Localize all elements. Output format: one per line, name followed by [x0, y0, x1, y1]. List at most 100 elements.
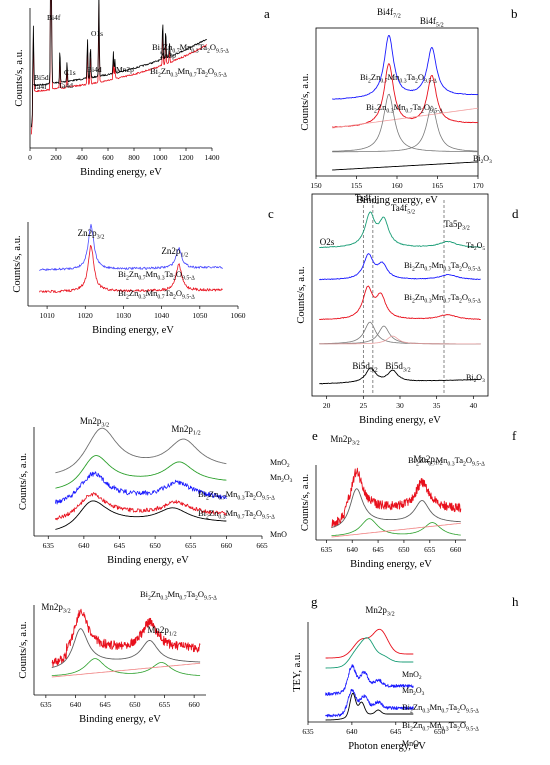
- x-axis-label: Binding energy, eV: [80, 167, 162, 178]
- x-tick-label: 665: [256, 541, 268, 550]
- panel-letter: e: [312, 428, 318, 443]
- series-label: Bi2Zn0.7Mn0.3Ta2O9.5-Δ: [360, 72, 437, 84]
- peak-label: Ta4f7/2: [355, 193, 379, 206]
- peak-label: Ta4f5/2: [391, 203, 415, 216]
- y-axis-label: Counts/s, a.u.: [300, 474, 311, 531]
- series-line-blue: [39, 223, 223, 272]
- peak-label: O1s: [91, 29, 103, 38]
- series-line-black: [332, 161, 479, 171]
- y-axis-label: Counts/s, a.u.: [296, 266, 307, 323]
- series-line-blue: [319, 253, 481, 281]
- fit-component: [319, 325, 481, 345]
- panel-letter: b: [511, 6, 518, 21]
- x-tick-label: 645: [100, 700, 112, 709]
- series-line-green: [55, 455, 227, 489]
- series-label: Bi2Zn0.7Mn0.3Ta2O9.5-Δ: [198, 489, 275, 501]
- x-tick-label: 20: [323, 401, 331, 410]
- x-tick-label: 35: [433, 401, 441, 410]
- x-tick-label: 650: [129, 700, 141, 709]
- peak-label: Ta5p3/2: [444, 219, 470, 232]
- series-label: Mn2O3: [402, 686, 425, 697]
- panel-letter: h: [512, 594, 519, 609]
- x-tick-label: 635: [43, 541, 55, 550]
- peak-label: Bi4f7/2: [377, 7, 401, 20]
- series-line-red: [319, 285, 481, 321]
- x-tick-label: 660: [450, 545, 462, 554]
- peak-label: Zn2p3/2: [78, 228, 105, 241]
- series-label: Bi2Zn0.3Mn0.7Ta2O9.5-Δ: [150, 66, 227, 78]
- panel-letter: d: [512, 206, 519, 221]
- x-tick-label: 200: [50, 153, 62, 162]
- peak-label: Mn2p1/2: [147, 625, 176, 638]
- peak-label: Bi5d5/2: [352, 361, 377, 374]
- peak-label: C1s: [64, 68, 76, 77]
- y-axis-label: Counts/s, a.u.: [12, 235, 23, 292]
- x-tick-label: 150: [310, 181, 322, 190]
- peak-label: O2s: [320, 237, 335, 247]
- x-tick-label: 1010: [40, 311, 55, 320]
- peak-label: Mn2p1/2: [413, 454, 442, 467]
- series-line-red: [331, 467, 462, 529]
- peak-label: Mn2p: [116, 65, 134, 74]
- fit-component: [332, 105, 478, 153]
- peak-label: Bi4f: [47, 13, 61, 22]
- background-line: [51, 662, 201, 678]
- x-tick-label: 650: [398, 545, 410, 554]
- series-label: Bi2Zn0.7Mn0.3Ta2O9.5-Δ: [402, 720, 479, 732]
- peak-label: Mn2p3/2: [41, 602, 70, 615]
- panel-e: 635 640 645 650 655 660 665 Binding energy, eV C…: [18, 416, 318, 566]
- series-label: Bi2Zn0.3Mn0.7Ta2O9.5-Δ: [404, 292, 481, 304]
- panel-a: 0 200 400 600 800 1000 1200 1400 Binding energy,…: [14, 0, 270, 178]
- x-tick-label: 635: [321, 545, 333, 554]
- x-tick-label: 650: [434, 727, 446, 736]
- panel-f: 635 640 645 650 655 660 Binding energy, eV Coun…: [300, 428, 517, 570]
- x-tick-label: 660: [221, 541, 233, 550]
- x-tick-label: 655: [185, 541, 197, 550]
- panel-c: 1010 1020 1030 1040 1050 1060 Binding energy, …: [12, 206, 274, 336]
- panel-letter: c: [268, 206, 274, 221]
- panel-g: 635 640 645 650 655 660 Binding energy, eV Coun…: [18, 589, 318, 725]
- y-axis-label: TEY, a.u.: [292, 652, 303, 691]
- x-tick-label: 645: [372, 545, 384, 554]
- series-label: MnO2: [402, 670, 422, 681]
- x-tick-label: 635: [40, 700, 52, 709]
- x-axis-label: Binding energy, eV: [350, 559, 432, 570]
- y-axis-label: Counts/s, a.u.: [18, 453, 29, 510]
- x-tick-label: 1400: [205, 153, 220, 162]
- panel-letter: f: [512, 428, 517, 443]
- x-tick-label: 165: [432, 181, 444, 190]
- panel-d: 20 25 30 35 40 Binding energy, eV Counts/s, a.…: [296, 193, 519, 426]
- series-label: Bi2Zn0.3Mn0.7Ta2O9.5-Δ: [366, 102, 443, 114]
- peak-label: Mn2p3/2: [330, 434, 359, 447]
- peak-label: Ta4f: [33, 82, 47, 91]
- x-tick-label: 30: [396, 401, 404, 410]
- x-tick-label: 160: [391, 181, 403, 190]
- series-line-black: [325, 692, 414, 721]
- series-line-gray: [55, 427, 227, 474]
- fit-envelope: [51, 628, 201, 668]
- x-tick-label: 400: [76, 153, 88, 162]
- series-label: Bi2Zn0.3Mn0.7Ta2O9.5-Δ: [198, 508, 275, 520]
- x-tick-label: 655: [424, 545, 436, 554]
- x-tick-label: 640: [70, 700, 82, 709]
- peak-label: Mn2p3/2: [365, 605, 394, 618]
- series-line-blue: [325, 664, 414, 696]
- x-tick-label: 1200: [179, 153, 194, 162]
- series-line-red: [55, 492, 227, 521]
- x-tick-label: 640: [78, 541, 90, 550]
- panel-letter: g: [311, 594, 318, 609]
- x-tick-label: 645: [114, 541, 126, 550]
- fit-envelope: [331, 488, 461, 528]
- x-tick-label: 0: [28, 153, 32, 162]
- series-label: MnO: [402, 739, 419, 748]
- x-tick-label: 1050: [192, 311, 207, 320]
- series-label: Bi2Zn0.7Mn0.3Ta2O9.5-Δ: [152, 42, 229, 54]
- peak-label: Bi5d3/2: [385, 361, 410, 374]
- series-line-red: [39, 245, 223, 293]
- x-tick-label: 640: [346, 727, 358, 736]
- panel-title: Bi2Zn0.3Mn0.7Ta2O9.5-Δ: [140, 589, 217, 601]
- series-line-black: [30, 0, 208, 128]
- y-axis-label: Counts/s, a.u.: [18, 621, 29, 678]
- series-line-red: [325, 628, 414, 659]
- series-label: MnO: [270, 530, 287, 539]
